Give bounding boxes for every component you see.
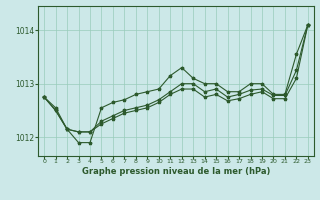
X-axis label: Graphe pression niveau de la mer (hPa): Graphe pression niveau de la mer (hPa) xyxy=(82,167,270,176)
